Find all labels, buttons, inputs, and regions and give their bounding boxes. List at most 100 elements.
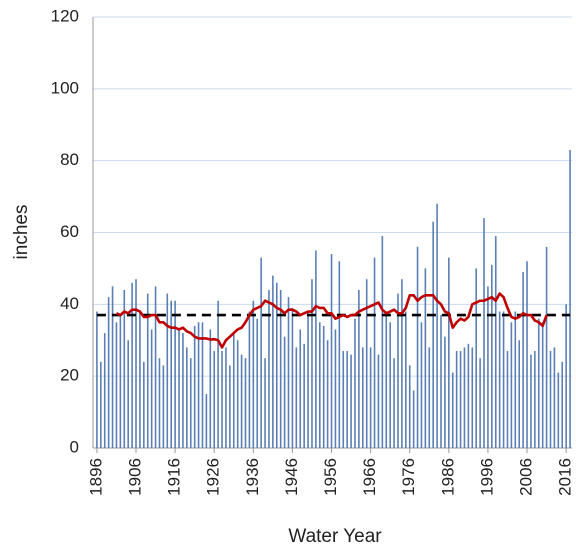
bar xyxy=(154,286,157,448)
y-tick-label: 120 xyxy=(51,6,79,25)
bar xyxy=(299,329,302,448)
bar xyxy=(217,300,219,448)
y-tick-label: 80 xyxy=(60,150,79,169)
bar xyxy=(213,351,216,448)
bar xyxy=(534,351,536,448)
bar xyxy=(483,218,485,448)
bar xyxy=(553,347,556,448)
bar xyxy=(166,293,169,448)
bar xyxy=(146,293,149,448)
bar xyxy=(475,268,477,448)
bar xyxy=(365,279,368,448)
bar xyxy=(127,340,129,448)
bar xyxy=(115,322,118,448)
bar xyxy=(322,325,325,448)
x-tick-label: 1986 xyxy=(438,458,457,496)
bar xyxy=(264,358,266,448)
bar xyxy=(369,347,372,448)
bar xyxy=(522,272,524,448)
bar xyxy=(158,358,161,448)
y-axis-title: inches xyxy=(11,205,32,260)
bar xyxy=(283,336,286,448)
bar xyxy=(338,261,341,448)
bar xyxy=(498,311,501,448)
x-tick-label: 1906 xyxy=(125,458,144,496)
bar xyxy=(491,264,493,448)
bar xyxy=(530,354,532,448)
bar xyxy=(455,351,458,448)
moving-average-line xyxy=(115,292,548,349)
bar xyxy=(307,311,309,448)
x-tick-label: 1926 xyxy=(204,458,223,496)
bar xyxy=(420,322,423,448)
bar xyxy=(96,311,98,448)
bar xyxy=(565,304,567,448)
bar xyxy=(315,250,317,448)
bar xyxy=(256,318,259,448)
bar xyxy=(346,351,348,448)
bar xyxy=(170,300,173,448)
bar xyxy=(377,354,380,448)
bar xyxy=(201,322,204,448)
bar xyxy=(182,333,184,448)
y-tick-label: 20 xyxy=(60,366,79,385)
bar xyxy=(174,300,176,448)
bar xyxy=(248,311,251,448)
bar xyxy=(178,329,180,448)
bar xyxy=(526,261,528,448)
bar xyxy=(545,246,548,448)
bar xyxy=(295,347,298,448)
bar xyxy=(354,318,356,448)
bar xyxy=(275,282,278,448)
bar xyxy=(135,279,137,448)
bar xyxy=(150,329,153,448)
x-tick-label: 1916 xyxy=(165,458,184,496)
bar xyxy=(119,315,122,448)
bar xyxy=(358,289,360,448)
bar xyxy=(342,351,345,448)
bar xyxy=(436,203,438,448)
bar xyxy=(189,358,192,448)
bar xyxy=(303,343,305,448)
bar xyxy=(393,358,395,448)
bar xyxy=(221,351,223,448)
bar xyxy=(440,315,442,448)
x-tick-label: 2016 xyxy=(556,458,575,496)
bar xyxy=(397,293,399,448)
bar xyxy=(510,322,513,448)
x-tick-label: 1956 xyxy=(321,458,340,496)
bar xyxy=(381,236,384,448)
bar xyxy=(373,257,376,448)
bar xyxy=(432,221,434,448)
bar xyxy=(502,311,505,448)
x-axis-title: Water Year xyxy=(288,526,382,547)
bar xyxy=(444,336,446,448)
bar xyxy=(463,347,466,448)
bar xyxy=(186,347,188,448)
bar xyxy=(162,365,165,448)
bar xyxy=(537,318,540,448)
bar xyxy=(334,329,337,448)
bar xyxy=(479,358,481,448)
bar xyxy=(287,297,290,448)
bar xyxy=(272,275,274,448)
bar xyxy=(311,279,313,448)
y-tick-label: 60 xyxy=(60,222,79,241)
bar xyxy=(506,351,509,448)
bar xyxy=(541,322,544,448)
bar xyxy=(561,361,564,448)
y-tick-label: 100 xyxy=(51,78,79,97)
bar xyxy=(412,390,415,448)
bar xyxy=(103,333,106,448)
bar xyxy=(494,236,497,448)
bar xyxy=(107,297,110,448)
bar xyxy=(236,340,239,448)
bar xyxy=(244,358,247,448)
bar xyxy=(451,372,454,448)
x-tick-label: 2006 xyxy=(517,458,536,496)
bar xyxy=(279,289,282,448)
bar xyxy=(362,347,364,448)
bar xyxy=(225,347,227,448)
x-tick-label: 1896 xyxy=(86,458,105,496)
